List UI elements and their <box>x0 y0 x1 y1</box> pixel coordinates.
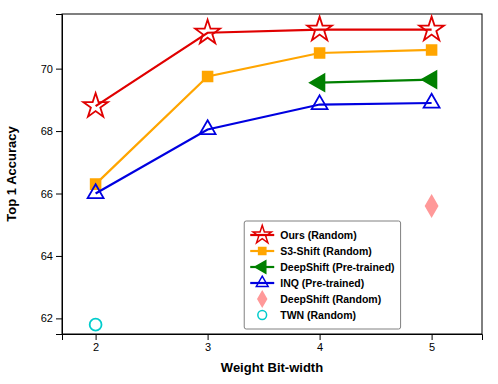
tick-mark <box>56 194 62 195</box>
marker <box>88 184 104 198</box>
legend-marker <box>258 291 267 306</box>
legend-label: DeepShift (Random) <box>280 293 381 305</box>
legend-marker <box>255 261 266 273</box>
tick: 64 <box>41 250 62 262</box>
legend-entry: Ours (Random) <box>250 225 356 242</box>
legend-entry: DeepShift (Random) <box>258 291 381 306</box>
tick-mark <box>320 334 321 340</box>
legend-box <box>244 221 400 329</box>
tick-mark <box>432 334 433 340</box>
y-axis-title: Top 1 Accuracy <box>4 126 19 222</box>
series <box>90 319 102 331</box>
legend-marker <box>256 276 268 286</box>
marker <box>426 196 438 216</box>
legend-entry: TWN (Random) <box>258 309 356 321</box>
tick-mark <box>56 256 62 257</box>
marker <box>203 72 213 82</box>
series-line <box>96 103 432 194</box>
tick: 62 <box>41 312 62 324</box>
tick: 66 <box>41 188 62 200</box>
legend-entry: INQ (Pre-trained) <box>250 276 364 288</box>
legend-marker <box>258 311 267 320</box>
marker <box>312 95 328 109</box>
legend-line <box>250 234 274 236</box>
marker <box>83 93 108 117</box>
marker <box>310 74 324 91</box>
legend-marker <box>259 247 266 254</box>
tick-label: 3 <box>205 341 211 353</box>
x-axis-title: Weight Bit-width <box>221 360 323 375</box>
legend: Ours (Random) S3-Shift (Random) DeepShift … <box>244 221 400 329</box>
marker <box>424 94 440 108</box>
tick: 2 <box>93 334 99 353</box>
legend-label: Ours (Random) <box>280 229 356 241</box>
marker <box>90 319 102 331</box>
legend-entry: DeepShift (Pre-trained) <box>250 261 394 273</box>
tick-label: 5 <box>429 341 435 353</box>
x-axis: 2 3 4 5 <box>63 334 483 353</box>
legend-line <box>250 282 274 284</box>
series-line <box>96 30 432 106</box>
tick-mark <box>56 318 62 319</box>
tick: 68 <box>41 125 62 137</box>
tick-label: 62 <box>41 312 53 324</box>
tick: 3 <box>205 334 211 353</box>
marker <box>315 48 325 58</box>
marker <box>307 17 332 41</box>
y-axis: 62 64 66 68 70 <box>41 15 63 335</box>
tick-label: 2 <box>93 341 99 353</box>
tick: 70 <box>41 63 62 75</box>
marker <box>427 45 437 55</box>
tick-label: 68 <box>41 125 53 137</box>
legend-label: TWN (Random) <box>280 309 356 321</box>
legend-label: DeepShift (Pre-trained) <box>280 261 394 273</box>
x-axis-line <box>63 335 483 341</box>
tick: 4 <box>317 334 323 353</box>
tick-label: 4 <box>317 341 323 353</box>
tick-mark <box>56 131 62 132</box>
series <box>426 196 438 216</box>
legend-label: INQ (Pre-trained) <box>280 277 364 289</box>
tick-label: 66 <box>41 188 53 200</box>
plot-area <box>83 17 444 331</box>
legend-label: S3-Shift (Random) <box>280 245 372 257</box>
tick: 5 <box>429 334 435 353</box>
series-line <box>320 80 432 83</box>
tick-mark <box>96 334 97 340</box>
tick-label: 64 <box>41 250 53 262</box>
legend-entry: S3-Shift (Random) <box>250 245 372 257</box>
chart: 2 3 4 5 62 64 66 68 70 Weight Bit-width Top 1 Accu… <box>0 0 498 384</box>
marker <box>200 120 216 134</box>
series <box>310 71 436 91</box>
plot-frame <box>62 14 482 334</box>
series <box>83 17 444 117</box>
series <box>88 94 440 198</box>
tick-mark <box>56 69 62 70</box>
marker <box>195 20 220 44</box>
tick-label: 70 <box>41 63 53 75</box>
tick-mark <box>208 334 209 340</box>
marker <box>422 71 436 88</box>
marker <box>419 17 444 41</box>
legend-marker <box>253 225 271 242</box>
